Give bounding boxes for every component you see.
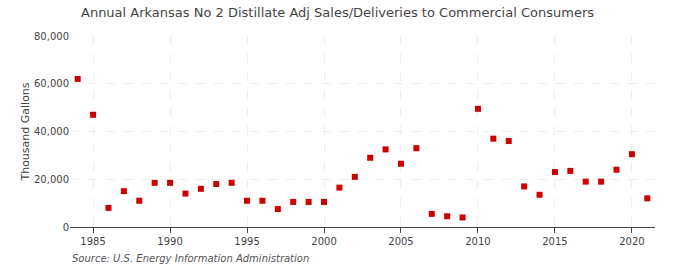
svg-text:0: 0 — [63, 222, 69, 233]
svg-text:2000: 2000 — [311, 236, 336, 247]
svg-text:2010: 2010 — [465, 236, 490, 247]
svg-text:1995: 1995 — [234, 236, 259, 247]
svg-text:Source: U.S. Energy Informatio: Source: U.S. Energy Information Administ… — [72, 253, 309, 264]
svg-text:1990: 1990 — [157, 236, 182, 247]
svg-text:2020: 2020 — [619, 236, 644, 247]
svg-text:Annual Arkansas No 2 Distillat: Annual Arkansas No 2 Distillate Adj Sale… — [81, 5, 594, 20]
svg-text:20,000: 20,000 — [34, 174, 69, 185]
svg-text:Thousand Gallons: Thousand Gallons — [19, 82, 32, 181]
svg-text:2015: 2015 — [542, 236, 567, 247]
svg-text:2005: 2005 — [388, 236, 413, 247]
svg-text:80,000: 80,000 — [34, 31, 69, 42]
svg-text:1985: 1985 — [80, 236, 105, 247]
svg-text:40,000: 40,000 — [34, 126, 69, 137]
svg-text:60,000: 60,000 — [34, 78, 69, 89]
